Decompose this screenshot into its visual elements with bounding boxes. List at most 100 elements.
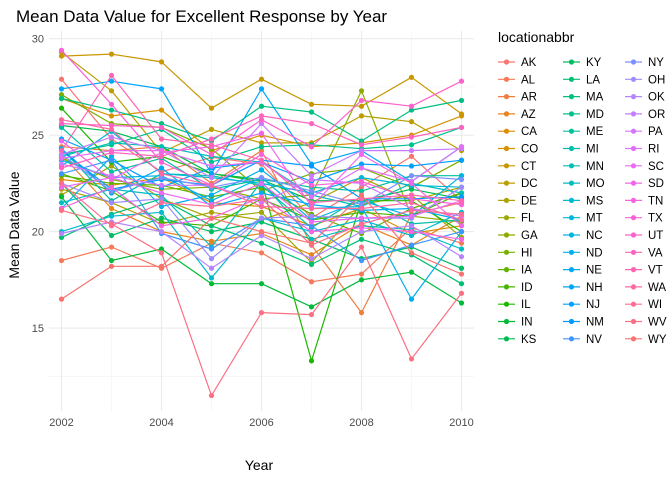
data-point [458, 202, 465, 208]
data-point [58, 257, 65, 264]
data-point [358, 257, 365, 264]
legend-label: VT [648, 265, 663, 277]
data-point [308, 256, 315, 262]
data-point [408, 142, 415, 148]
data-point [408, 232, 415, 239]
x-tick-label: 2006 [249, 417, 273, 429]
y-tick-label: 15 [32, 323, 44, 335]
legend-key-point [503, 267, 510, 273]
legend-item-de: DE [498, 195, 537, 207]
data-point [158, 229, 165, 235]
y-tick-label: 20 [32, 227, 44, 239]
data-point [208, 209, 215, 215]
legend-item-nv: NV [563, 334, 602, 346]
data-point [208, 238, 215, 244]
data-point [408, 163, 415, 169]
data-point [358, 229, 365, 235]
data-point [58, 207, 65, 213]
legend-item-pa: PA [625, 126, 663, 138]
data-point [408, 119, 415, 125]
legend-item-ak: AK [498, 57, 537, 69]
legend-key-point [568, 215, 575, 221]
legend-label: IL [521, 299, 531, 311]
legend-item-sc: SC [625, 161, 664, 173]
legend-key-point [503, 180, 510, 186]
legend-key-point [568, 180, 575, 186]
data-point [308, 219, 315, 225]
data-point [308, 182, 315, 188]
legend-item-va: VA [625, 247, 663, 259]
data-point [458, 111, 465, 117]
legend-item-wv: WV [625, 317, 667, 329]
x-tick-label: 2002 [49, 417, 73, 429]
data-point [58, 147, 65, 154]
data-point [408, 134, 415, 140]
data-point [58, 47, 65, 53]
legend-label: KS [521, 334, 537, 346]
data-point [258, 174, 265, 181]
data-point [58, 161, 65, 167]
legend-key-point [568, 267, 575, 273]
legend-key-point [630, 249, 637, 255]
data-point [158, 124, 165, 131]
data-point [308, 163, 315, 169]
data-point [108, 51, 115, 57]
data-point [58, 155, 65, 161]
data-point [458, 265, 465, 271]
data-point [208, 182, 215, 188]
legend-label: RI [648, 144, 660, 156]
legend-key-point [503, 163, 510, 169]
data-point [208, 174, 215, 181]
legend-key-point [630, 59, 637, 65]
data-point [208, 163, 215, 169]
data-point [58, 117, 65, 123]
legend-label: GA [521, 230, 538, 242]
data-point [58, 184, 65, 190]
data-point [108, 157, 115, 163]
series-wv [58, 207, 465, 399]
legend-key-point [630, 232, 637, 238]
data-point [458, 173, 465, 179]
legend-item-ks: KS [498, 334, 537, 346]
legend-label: CT [521, 161, 536, 173]
series-tx [58, 47, 465, 208]
legend-key-point [568, 76, 575, 82]
data-point [58, 86, 65, 92]
data-point [108, 163, 115, 169]
series-in [58, 194, 465, 310]
series-va [58, 113, 465, 171]
data-point [108, 184, 115, 190]
data-point [458, 236, 465, 242]
data-point [258, 76, 265, 82]
data-point [158, 120, 165, 127]
data-point [208, 142, 215, 148]
data-point [408, 173, 415, 179]
legend-label: NJ [586, 299, 600, 311]
data-point [58, 105, 65, 111]
y-tick-label: 30 [32, 34, 44, 46]
series-ok [58, 219, 465, 271]
legend-item-fl: FL [498, 213, 535, 225]
data-point [158, 190, 165, 196]
legend-item-tx: TX [625, 213, 663, 225]
x-tick-label: 2004 [149, 417, 173, 429]
legend-key-point [503, 232, 510, 238]
legend: locationabbr AK AL AR AZ CA CO CT DC DE FL GA HI IA I… [498, 29, 667, 346]
legend-label: MO [586, 178, 605, 190]
data-point [458, 254, 465, 260]
data-point [258, 86, 265, 92]
legend-key-point [568, 336, 575, 342]
data-point [208, 256, 215, 262]
data-point [358, 165, 365, 171]
legend-item-nh: NH [563, 282, 603, 294]
legend-item-nj: NJ [563, 299, 600, 311]
legend-label: HI [521, 247, 533, 259]
legend-key-point [503, 76, 510, 82]
legend-label: UT [648, 230, 663, 242]
data-point [158, 59, 165, 65]
data-point [358, 202, 365, 208]
data-point [58, 200, 65, 206]
data-point [308, 213, 315, 219]
data-point [308, 358, 315, 364]
data-point [358, 113, 365, 119]
